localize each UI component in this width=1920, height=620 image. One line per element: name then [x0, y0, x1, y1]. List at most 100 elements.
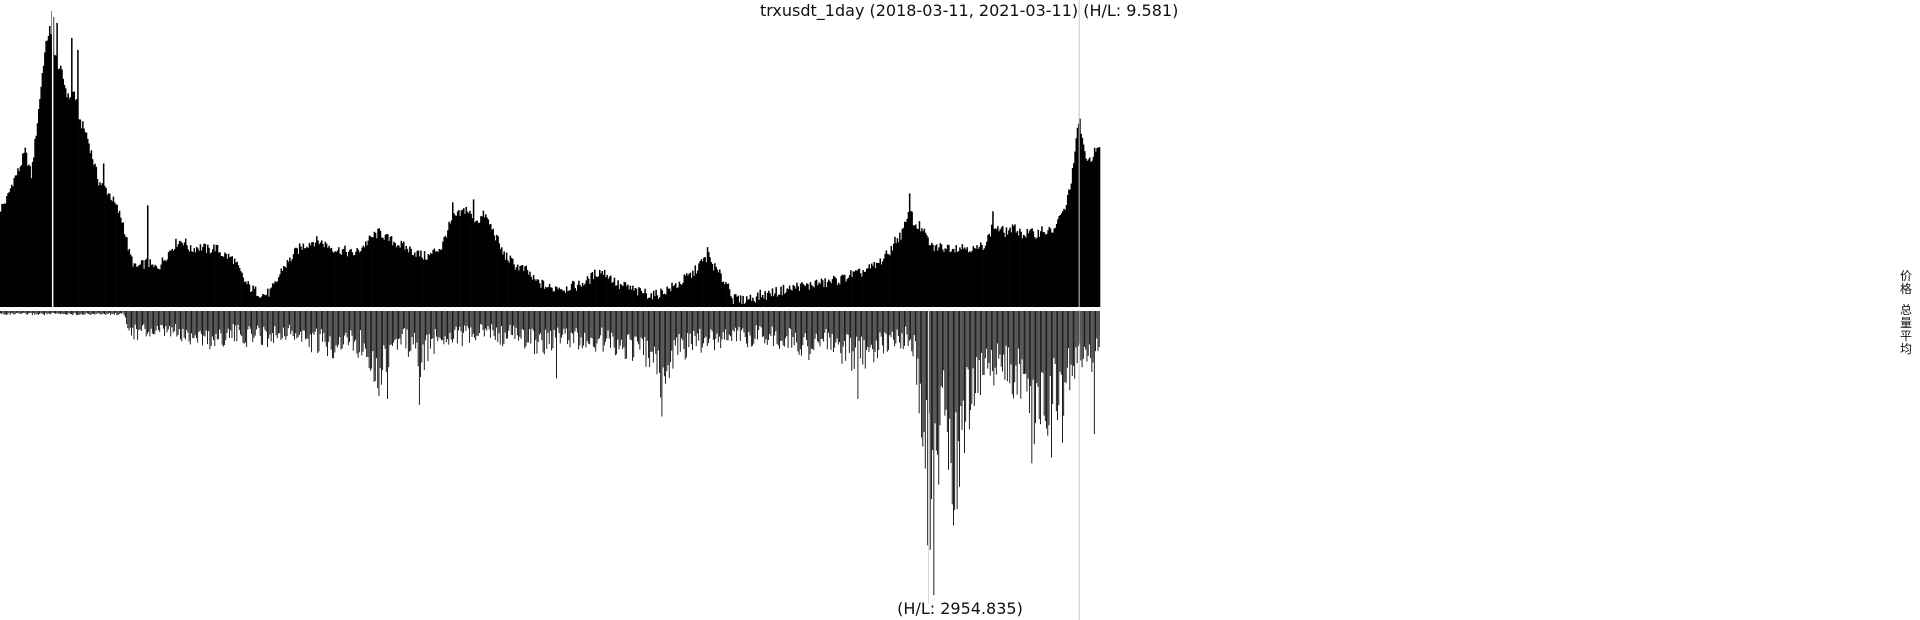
volume-bar — [737, 311, 739, 331]
price-bar — [492, 228, 494, 307]
price-bar — [819, 283, 822, 307]
volume-bar — [921, 311, 923, 438]
price-bar — [678, 281, 681, 307]
volume-bar — [8, 311, 10, 314]
volume-bar — [195, 311, 197, 339]
volume-bar — [230, 311, 232, 331]
price-bar — [113, 202, 116, 307]
price-bar — [73, 91, 76, 307]
volume-bar — [1016, 311, 1018, 395]
price-bar — [90, 150, 93, 307]
price-bar — [967, 252, 970, 307]
volume-bar — [268, 311, 270, 339]
volume-bar — [978, 311, 980, 361]
price-bar — [777, 294, 780, 307]
volume-bar — [498, 311, 500, 334]
price-bar — [467, 213, 470, 307]
price-bar — [421, 257, 423, 307]
volume-bar — [938, 311, 940, 485]
volume-bar — [919, 311, 921, 384]
volume-bar — [233, 311, 235, 342]
price-bar — [559, 289, 562, 307]
price-bar — [336, 250, 339, 307]
price-bar — [123, 234, 126, 307]
volume-bar — [1032, 311, 1034, 380]
volume-bar — [238, 311, 240, 331]
volume-bar — [395, 311, 397, 339]
volume-bar — [453, 311, 455, 339]
price-bar — [428, 255, 431, 307]
volume-bar — [302, 311, 304, 331]
volume-bar — [845, 311, 847, 361]
chart-title: trxusdt_1day (2018-03-11, 2021-03-11) (H… — [760, 1, 1179, 20]
price-bar — [731, 298, 733, 307]
volume-bar — [170, 311, 172, 337]
volume-bar — [211, 311, 213, 337]
price-bar — [695, 273, 698, 307]
volume-bar — [741, 311, 742, 331]
volume-bar — [260, 311, 262, 345]
volume-bar — [148, 311, 150, 332]
volume-bar — [102, 311, 104, 314]
volume-bar — [674, 311, 676, 346]
volume-bar — [749, 311, 751, 336]
price-bar — [548, 283, 551, 307]
price-bar — [230, 256, 232, 307]
price-bar — [340, 255, 343, 307]
price-bar — [489, 224, 492, 307]
volume-bar — [178, 311, 180, 330]
price-bar — [575, 290, 578, 307]
price-bar — [1064, 209, 1066, 307]
volume-bar — [1091, 311, 1093, 372]
price-bar — [955, 245, 957, 307]
volume-bar — [45, 311, 47, 314]
price-bar — [719, 269, 721, 307]
price-bar — [516, 264, 519, 307]
price-bar — [543, 288, 546, 307]
price-bar — [557, 289, 559, 307]
volume-bar — [151, 311, 153, 334]
price-bar — [232, 264, 235, 307]
price-bar — [627, 284, 629, 307]
price-bar — [238, 268, 241, 307]
price-bar — [1049, 228, 1052, 307]
volume-bar — [225, 311, 227, 341]
price-bar — [298, 243, 301, 307]
volume-bar — [941, 311, 943, 388]
price-bar — [466, 211, 469, 307]
volume-bar — [0, 311, 1, 314]
price-bar — [714, 263, 716, 307]
price-bar — [312, 242, 314, 307]
volume-bar — [542, 311, 544, 353]
volume-bar — [205, 311, 207, 331]
volume-bar — [934, 311, 936, 424]
price-bar — [580, 286, 583, 307]
volume-bar — [913, 311, 915, 336]
volume-bar — [710, 311, 712, 330]
volume-bar — [319, 311, 321, 334]
price-bar — [195, 247, 198, 307]
volume-bar — [220, 311, 222, 334]
volume-bar — [748, 311, 750, 333]
volume-bar — [764, 311, 766, 344]
volume-bar — [155, 311, 157, 331]
volume-bar — [14, 311, 16, 315]
volume-bar — [258, 311, 260, 329]
volume-bar — [998, 311, 1000, 359]
volume-bar — [684, 311, 686, 360]
price-bar — [1013, 226, 1015, 307]
volume-bar — [655, 311, 657, 354]
volume-bar — [1081, 311, 1083, 368]
volume-bar — [181, 311, 183, 342]
volume-bar — [487, 311, 489, 327]
volume-bar — [57, 311, 59, 314]
volume-bar — [235, 311, 237, 326]
volume-bar — [708, 311, 709, 344]
volume-bar — [146, 311, 148, 334]
price-bar — [563, 290, 565, 307]
volume-bar — [300, 311, 301, 332]
volume-bar — [999, 311, 1001, 355]
price-bar — [558, 287, 561, 307]
volume-bar — [194, 311, 196, 336]
volume-bar — [673, 311, 675, 341]
